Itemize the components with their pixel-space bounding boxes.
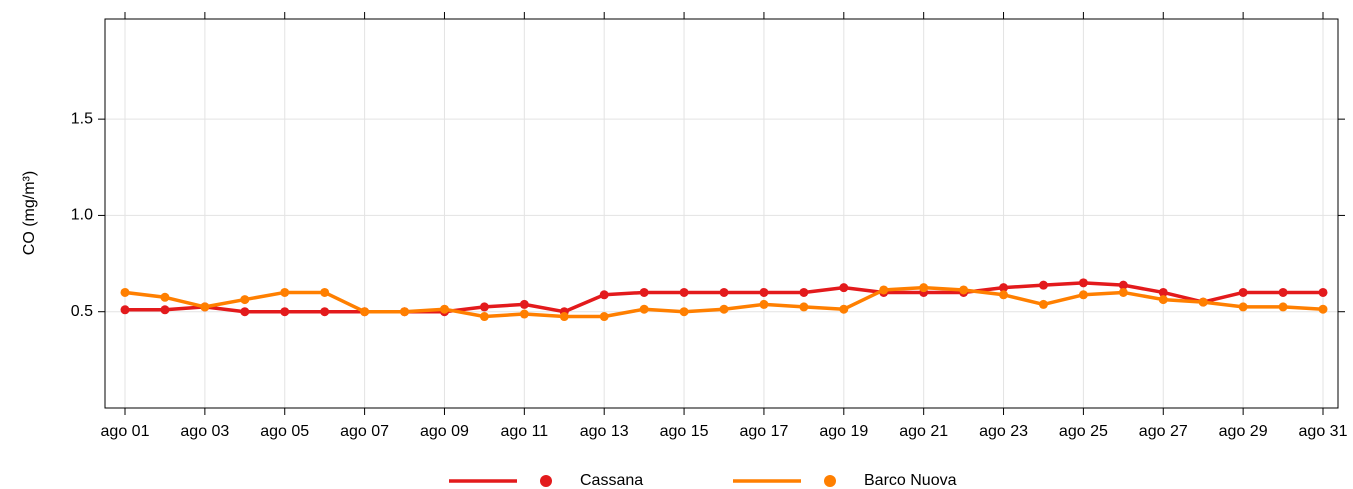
data-point: [240, 307, 250, 317]
data-point: [320, 287, 330, 297]
data-point: [799, 287, 809, 297]
x-tick-label: ago 09: [420, 423, 469, 440]
legend-marker: [824, 475, 836, 487]
legend-label: Cassana: [580, 472, 643, 489]
legend-label: Barco Nuova: [864, 472, 957, 489]
x-tick-label: ago 15: [660, 423, 709, 440]
x-tick-label: ago 07: [340, 423, 389, 440]
x-tick-label: ago 27: [1139, 423, 1188, 440]
data-point: [719, 304, 729, 314]
data-point: [999, 283, 1009, 293]
data-point: [959, 285, 969, 295]
data-point: [1118, 287, 1128, 297]
data-point: [519, 309, 529, 319]
data-point: [479, 312, 489, 322]
data-point: [240, 295, 250, 305]
data-point: [1118, 280, 1128, 290]
data-point: [759, 299, 769, 309]
data-point: [120, 287, 130, 297]
data-point: [559, 312, 569, 322]
x-tick-label: ago 03: [180, 423, 229, 440]
data-point: [320, 307, 330, 317]
legend-marker: [540, 475, 552, 487]
data-point: [160, 292, 170, 302]
data-point: [280, 307, 290, 317]
plot-frame: [104, 18, 1339, 409]
data-point: [1278, 287, 1288, 297]
data-point: [919, 283, 929, 293]
data-point: [719, 287, 729, 297]
data-point: [759, 287, 769, 297]
data-point: [1078, 278, 1088, 288]
data-point: [1158, 287, 1168, 297]
data-point: [1238, 302, 1248, 312]
data-point: [1318, 304, 1328, 314]
data-point: [639, 304, 649, 314]
data-point: [439, 304, 449, 314]
x-tick-label: ago 21: [899, 423, 948, 440]
data-point: [1038, 280, 1048, 290]
data-point: [1198, 297, 1208, 307]
data-point: [1038, 299, 1048, 309]
data-point: [360, 307, 370, 317]
data-point: [479, 302, 489, 312]
data-point: [799, 302, 809, 312]
x-tick-label: ago 01: [101, 423, 150, 440]
x-tick-label: ago 11: [500, 423, 548, 440]
data-point: [599, 290, 609, 300]
x-tick-label: ago 13: [580, 423, 629, 440]
y-tick-label: 1.0: [71, 207, 93, 224]
x-tick-label: ago 25: [1059, 423, 1108, 440]
data-point: [1078, 290, 1088, 300]
y-tick-label: 1.5: [71, 110, 93, 127]
data-point: [679, 287, 689, 297]
x-tick-label: ago 31: [1299, 423, 1348, 440]
y-tick-label: 0.5: [71, 303, 93, 320]
data-point: [1278, 302, 1288, 312]
data-point: [519, 299, 529, 309]
data-point: [999, 290, 1009, 300]
data-point: [1158, 295, 1168, 305]
x-tick-label: ago 23: [979, 423, 1028, 440]
data-point: [639, 287, 649, 297]
data-point: [400, 307, 410, 317]
data-point: [160, 305, 170, 315]
data-point: [599, 312, 609, 322]
x-tick-label: ago 19: [819, 423, 868, 440]
y-axis-label: CO (mg/m³): [21, 171, 38, 255]
data-point: [200, 302, 210, 312]
data-point: [1238, 287, 1248, 297]
data-point: [1318, 287, 1328, 297]
data-point: [879, 285, 889, 295]
data-point: [839, 304, 849, 314]
x-tick-label: ago 29: [1219, 423, 1268, 440]
data-point: [679, 307, 689, 317]
data-point: [280, 287, 290, 297]
x-tick-label: ago 17: [739, 423, 788, 440]
data-point: [120, 305, 130, 315]
data-point: [839, 283, 849, 293]
x-tick-label: ago 05: [260, 423, 309, 440]
